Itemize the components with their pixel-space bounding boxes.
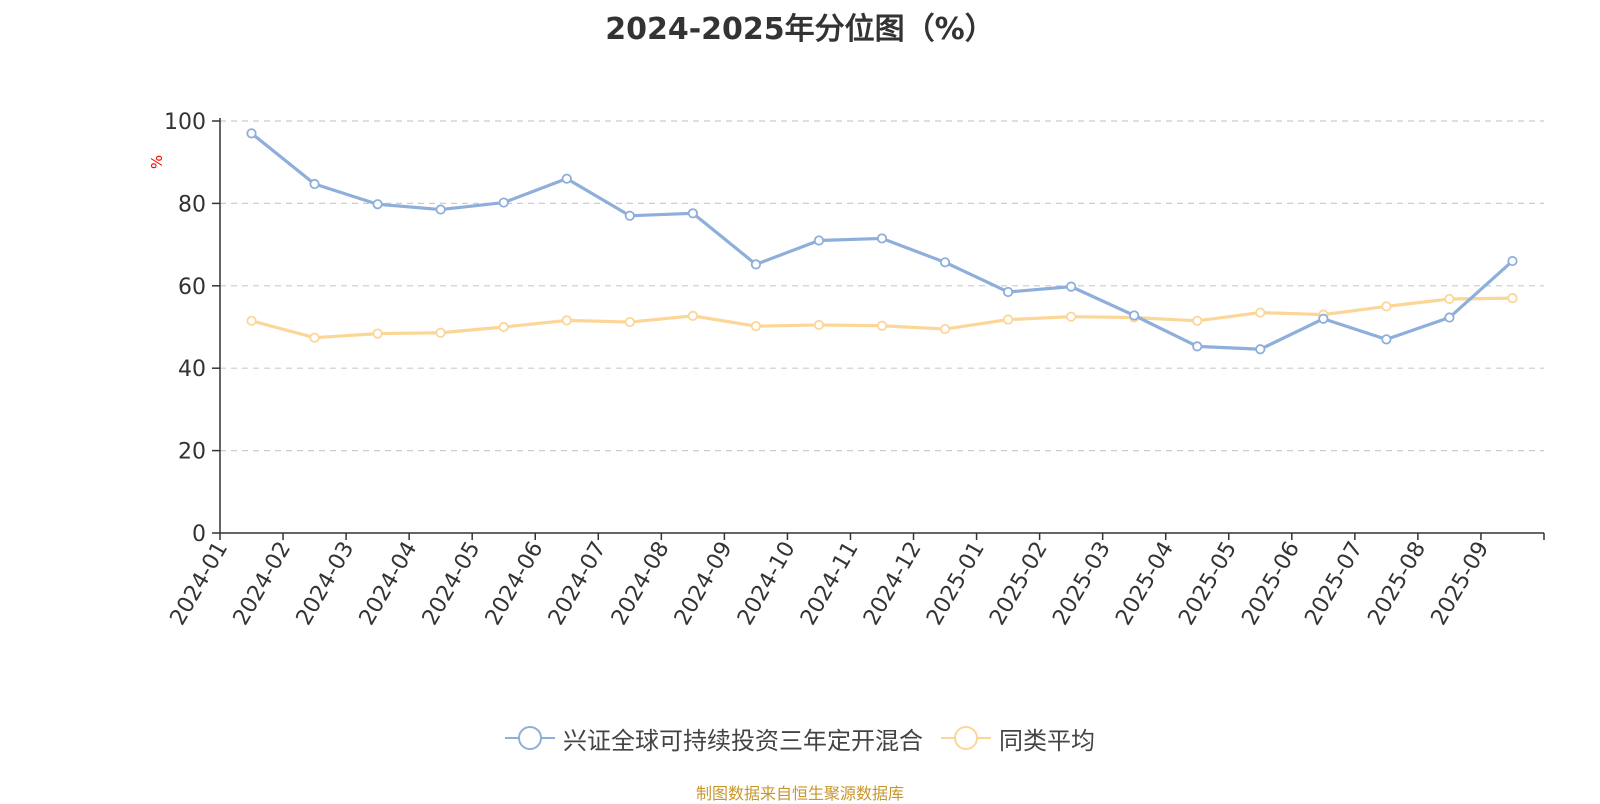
x-tick-label-2024-05: 2024-05 (418, 538, 486, 630)
series-1-point-2025-05 (1255, 344, 1266, 355)
legend: 兴证全球可持续投资三年定开混合 同类平均 (0, 720, 1600, 756)
y-tick-label-80: 80 (178, 192, 206, 217)
x-tick-label-2024-12: 2024-12 (859, 538, 927, 630)
series-2-point-2025-04 (1192, 315, 1203, 326)
series-1-point-2024-08 (687, 208, 698, 219)
series-1-point-2025-01 (1002, 286, 1014, 298)
series-2-point-2024-11 (876, 320, 888, 331)
x-tick-label-2025-07: 2025-07 (1300, 538, 1368, 630)
series-1-point-2024-10 (813, 235, 825, 246)
x-tick-label-2024-10: 2024-10 (733, 538, 801, 630)
series-2-point-2024-01 (246, 315, 257, 326)
x-tick-label-2024-01: 2024-01 (166, 538, 234, 630)
series-1-point-2024-04 (435, 204, 446, 215)
series-1-point-2025-06 (1318, 313, 1329, 324)
series-2-point-2025-09 (1507, 293, 1518, 304)
legend-swatch-series-2 (941, 726, 991, 750)
grid-lines (220, 120, 1544, 452)
x-tick-label-2024-08: 2024-08 (607, 538, 675, 630)
series-1-point-2024-12 (939, 257, 951, 268)
x-tick-label-2025-03: 2025-03 (1048, 538, 1116, 630)
series-1-point-2025-07 (1381, 334, 1392, 345)
series-2-point-2025-05 (1255, 307, 1266, 318)
x-tick-label-2024-07: 2024-07 (544, 538, 612, 630)
legend-label-series-1: 兴证全球可持续投资三年定开混合 (563, 726, 923, 755)
series-1-point-2025-08 (1444, 312, 1455, 323)
series-2-point-2025-02 (1066, 311, 1077, 322)
y-tick-label-60: 60 (178, 275, 206, 300)
x-tick-label-2025-08: 2025-08 (1363, 538, 1431, 630)
legend-item-series-1[interactable]: 兴证全球可持续投资三年定开混合 (505, 721, 923, 756)
series-2-point-2024-12 (939, 323, 951, 335)
x-tick-label-2025-05: 2025-05 (1174, 538, 1242, 630)
series-1-point-2024-09 (750, 259, 762, 270)
series-2-point-2024-06 (561, 315, 572, 326)
legend-item-series-2[interactable]: 同类平均 (941, 721, 1095, 756)
series-2-point-2025-01 (1002, 314, 1014, 325)
x-tick-label-2024-09: 2024-09 (670, 538, 738, 630)
x-tick-label-2024-02: 2024-02 (229, 538, 297, 630)
line-chart: 0 20 40 60 80 100 2024-012024-022024-032024-04… (148, 110, 1545, 630)
legend-label-series-2: 同类平均 (999, 726, 1095, 755)
series-1-point-2024-05 (498, 197, 509, 208)
x-tick-label-2024-11: 2024-11 (796, 538, 864, 630)
series-1-point-2024-06 (561, 173, 572, 184)
axes: 0 20 40 60 80 100 2024-012024-022024-032024-04… (164, 110, 1545, 630)
series-2-point-2024-09 (750, 321, 762, 332)
series-1-point-2024-11 (876, 233, 888, 244)
x-tick-label-2024-04: 2024-04 (355, 538, 423, 630)
y-tick-label-40: 40 (178, 357, 206, 382)
series-1-point-2025-09 (1507, 255, 1518, 267)
y-tick-label-100: 100 (164, 110, 206, 135)
series-2-point-2024-07 (624, 316, 635, 328)
series-1-point-2025-02 (1066, 281, 1077, 292)
series-1-point-2024-07 (624, 210, 635, 221)
series-1-point-2024-02 (309, 178, 320, 190)
source-note: 制图数据来自恒生聚源数据库 (695, 784, 904, 803)
series-2-point-2024-08 (687, 310, 698, 321)
x-tick-label-2025-04: 2025-04 (1111, 538, 1179, 630)
x-tick-label-2025-09: 2025-09 (1427, 538, 1495, 630)
series-1-point-2025-04 (1192, 341, 1203, 352)
series-2-point-2024-04 (435, 327, 446, 338)
y-axis-title: % (148, 155, 166, 169)
series-2-point-2025-07 (1381, 301, 1392, 312)
x-tick-label-2025-06: 2025-06 (1237, 538, 1305, 630)
series-2-point-2024-02 (309, 332, 320, 343)
series-2-point-2025-08 (1444, 293, 1455, 305)
series-1-point-2024-01 (246, 128, 257, 139)
chart-title: 2024-2025年分位图（%） (605, 12, 995, 47)
y-tick-label-0: 0 (192, 522, 206, 547)
series-2-point-2024-03 (372, 328, 383, 339)
series-1-point-2024-03 (372, 199, 383, 210)
x-tick-label-2025-01: 2025-01 (922, 538, 990, 630)
legend-swatch-series-1 (505, 726, 555, 750)
x-tick-label-2025-02: 2025-02 (985, 538, 1053, 630)
series-2-point-2024-05 (498, 321, 509, 333)
series (246, 128, 1518, 355)
series-1-point-2025-03 (1129, 310, 1140, 321)
x-tick-label-2024-03: 2024-03 (292, 538, 360, 630)
series-2-point-2024-10 (813, 319, 825, 331)
y-tick-label-20: 20 (178, 440, 206, 465)
x-tick-label-2024-06: 2024-06 (481, 538, 549, 630)
